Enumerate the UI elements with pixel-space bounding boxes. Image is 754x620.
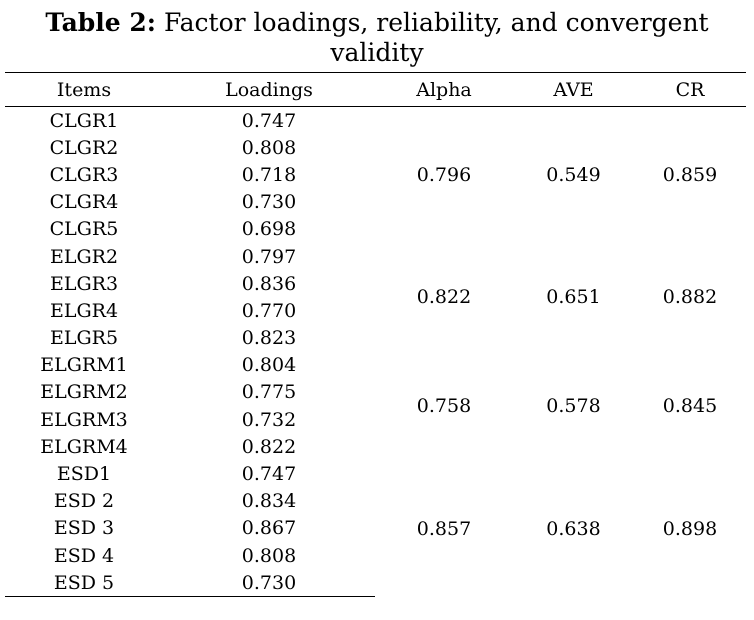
- item-cell: ELGR3: [49, 272, 119, 295]
- alpha-cell: 0.758: [416, 395, 472, 418]
- loading-cell: 0.775: [241, 381, 297, 404]
- factor-loadings-table: Items Loadings Alpha AVE CR CLGR1 0.747 0.…: [5, 72, 746, 598]
- table-row: ELGRM2 0.775: [5, 379, 746, 406]
- loading-cell: 0.834: [241, 490, 297, 513]
- loading-cell: 0.804: [241, 354, 297, 377]
- table-row: ESD 3 0.867: [5, 515, 746, 542]
- table-row: CLGR2 0.808: [5, 134, 746, 161]
- loading-cell: 0.732: [241, 408, 297, 431]
- table-row: ESD 4 0.808: [5, 542, 746, 569]
- loading-cell: 0.822: [241, 435, 297, 458]
- table-title-text: Factor loadings, reliability, and conver…: [163, 8, 709, 67]
- item-cell: ELGR5: [49, 327, 119, 350]
- table-row: CLGR3 0.718: [5, 161, 746, 188]
- cr-cell: 0.882: [662, 286, 718, 309]
- item-cell: CLGR1: [49, 109, 119, 132]
- header-cr: CR: [634, 72, 746, 107]
- item-cell: CLGR4: [49, 191, 119, 214]
- item-cell: CLGR3: [49, 163, 119, 186]
- table-row: ELGRM1 0.804 0.758 0.578 0.845: [5, 352, 746, 417]
- table-row: ELGR3 0.836: [5, 270, 746, 297]
- loading-cell: 0.770: [241, 299, 297, 322]
- cr-cell: 0.898: [662, 517, 718, 540]
- loading-cell: 0.867: [241, 517, 297, 540]
- table-row: CLGR4 0.730: [5, 189, 746, 216]
- loading-cell: 0.730: [163, 569, 375, 598]
- loading-cell: 0.808: [241, 544, 297, 567]
- header-alpha: Alpha: [375, 72, 513, 107]
- table-row: ESD 2 0.834: [5, 488, 746, 515]
- table-row: ELGR4 0.770: [5, 297, 746, 324]
- table-row: ESD 5 0.730: [5, 569, 746, 598]
- table-row: ELGR2 0.797 0.822 0.651 0.882: [5, 243, 746, 309]
- table-row: CLGR5 0.698: [5, 216, 746, 243]
- table-row: ELGRM3 0.732: [5, 406, 746, 433]
- table-row: CLGR1 0.747 0.796 0.549 0.859: [5, 107, 746, 186]
- table-row: ELGR5 0.823: [5, 325, 746, 352]
- loading-cell: 0.730: [241, 191, 297, 214]
- table-body: CLGR1 0.747 0.796 0.549 0.859 CLGR2 0.808 CLGR3…: [5, 107, 746, 598]
- item-cell: ELGRM2: [40, 381, 128, 404]
- ave-cell: 0.578: [546, 395, 601, 418]
- cr-cell: 0.859: [662, 163, 718, 186]
- alpha-cell: 0.796: [416, 163, 472, 186]
- cr-cell: 0.845: [662, 395, 718, 418]
- table-row: ESD1 0.747 0.857 0.638 0.898: [5, 460, 746, 540]
- table-row: ELGRM4 0.822: [5, 433, 746, 460]
- header-ave: AVE: [513, 72, 634, 107]
- item-cell: ELGRM3: [40, 408, 128, 431]
- alpha-cell: 0.857: [416, 517, 472, 540]
- item-cell: ESD 2: [53, 490, 115, 513]
- item-cell: ESD 5: [5, 569, 163, 598]
- table-title: Table 2: Factor loadings, reliability, a…: [0, 8, 754, 68]
- loading-cell: 0.747: [241, 109, 297, 132]
- ave-cell: 0.651: [546, 286, 601, 309]
- item-cell: ELGR2: [49, 245, 119, 268]
- alpha-cell: 0.822: [416, 286, 472, 309]
- loading-cell: 0.698: [241, 218, 297, 241]
- item-cell: ELGRM1: [40, 354, 128, 377]
- item-cell: ESD 4: [53, 544, 115, 567]
- header-loadings: Loadings: [163, 72, 375, 107]
- item-cell: CLGR5: [49, 218, 119, 241]
- header-items: Items: [5, 72, 163, 107]
- item-cell: ESD1: [56, 463, 112, 486]
- loading-cell: 0.718: [241, 163, 297, 186]
- table-title-label: Table 2:: [45, 8, 157, 37]
- item-cell: ELGR4: [49, 299, 119, 322]
- item-cell: ELGRM4: [40, 435, 128, 458]
- table-header-row: Items Loadings Alpha AVE CR: [5, 72, 746, 107]
- loading-cell: 0.797: [241, 245, 297, 268]
- item-cell: ESD 3: [53, 517, 115, 540]
- loading-cell: 0.823: [241, 327, 297, 350]
- loading-cell: 0.836: [241, 272, 297, 295]
- item-cell: CLGR2: [49, 136, 119, 159]
- loading-cell: 0.808: [241, 136, 297, 159]
- ave-cell: 0.549: [546, 163, 601, 186]
- loading-cell: 0.747: [241, 463, 297, 486]
- ave-cell: 0.638: [546, 517, 601, 540]
